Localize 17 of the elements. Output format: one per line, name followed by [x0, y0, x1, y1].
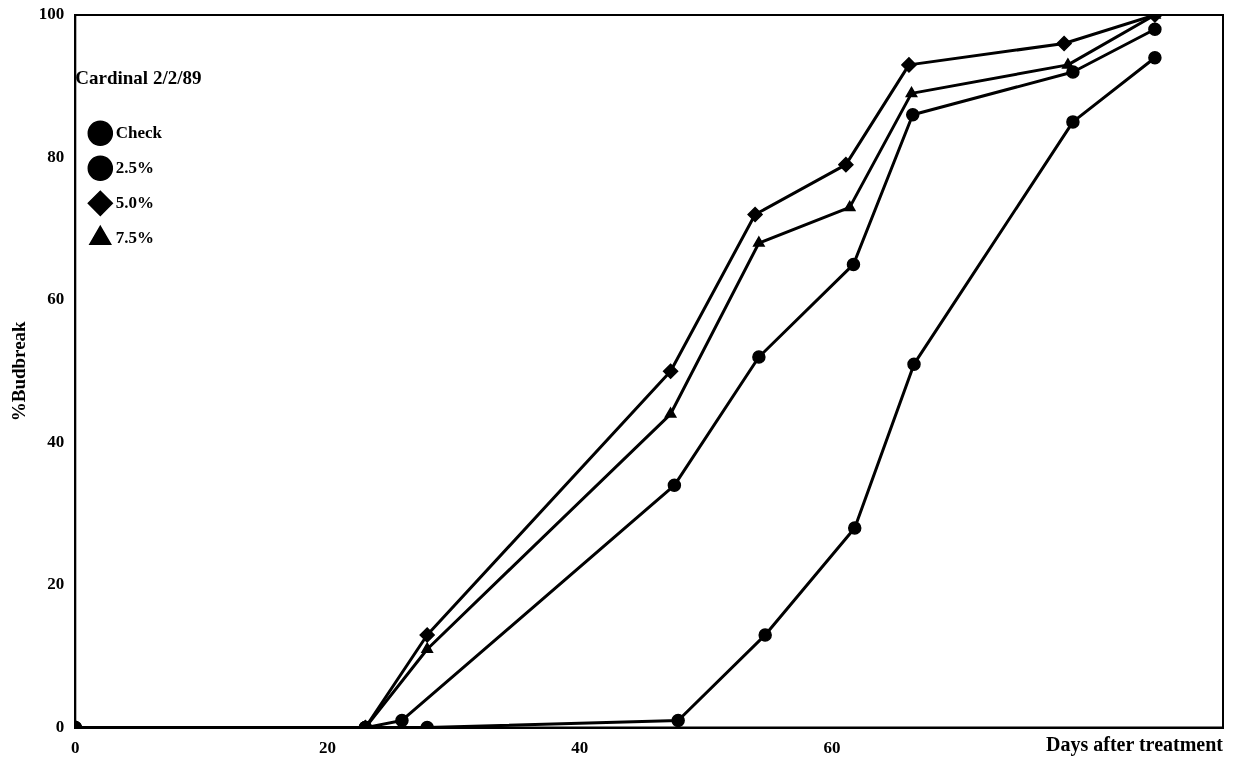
y-tick-label: 0: [55, 716, 65, 736]
legend-title: Cardinal 2/2/89: [75, 67, 202, 89]
legend-label: 7.5%: [115, 227, 155, 247]
y-tick-label: 20: [47, 574, 65, 594]
legend-label: 5.0%: [115, 192, 155, 212]
x-tick-label: 40: [571, 738, 589, 758]
x-tick-label: 60: [823, 738, 841, 758]
x-axis-title: Days after treatment: [1046, 733, 1224, 757]
y-tick-label: 60: [47, 289, 65, 309]
x-tick-label: 20: [319, 738, 337, 758]
legend-label: Check: [115, 122, 163, 142]
y-axis-title: %Budbreak: [8, 320, 30, 422]
x-tick-label: 0: [71, 738, 80, 758]
legend-label: 2.5%: [115, 157, 155, 177]
y-tick-label: 80: [47, 146, 65, 166]
y-tick-label: 100: [38, 4, 65, 24]
y-tick-label: 40: [47, 431, 65, 451]
